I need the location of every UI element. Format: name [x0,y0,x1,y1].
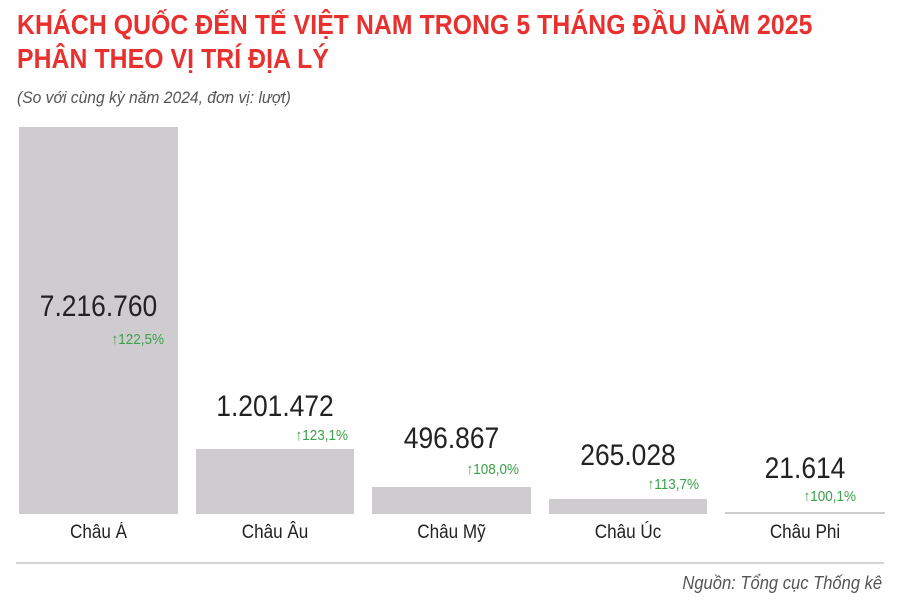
growth-label-chau-phi: ↑100,1% [803,488,856,505]
growth-label-chau-au: ↑123,1% [295,427,348,444]
category-label-chau-au: Châu Âu [241,522,309,543]
value-label-chau-au: 1.201.472 [216,390,334,423]
chart-title: KHÁCH QUỐC ĐẾN TẾ VIỆT NAM TRONG 5 THÁNG… [17,8,812,76]
bar-chau-a [19,127,178,514]
bar-chau-au [196,449,354,514]
value-label-chau-my: 496.867 [403,422,500,455]
value-label-chau-a: 7.216.760 [39,290,158,323]
title-line-1: KHÁCH QUỐC ĐẾN TẾ VIỆT NAM TRONG 5 THÁNG… [17,9,813,40]
category-label-chau-uc: Châu Úc [594,522,662,543]
value-label-chau-uc: 265.028 [580,439,676,472]
category-label-chau-a: Châu Á [69,522,128,543]
bar-chau-phi [725,512,885,514]
source-note: Nguồn: Tổng cục Thống kê [682,573,882,593]
bar-chau-my [372,487,531,514]
value-label-chau-phi: 21.614 [764,452,846,485]
growth-label-chau-my: ↑108,0% [466,461,519,478]
growth-label-chau-a: ↑122,5% [111,331,164,348]
category-label-chau-my: Châu Mỹ [417,522,486,543]
chart-subtitle: (So với cùng kỳ năm 2024, đơn vị: lượt) [17,88,291,107]
title-line-2: PHÂN THEO VỊ TRÍ ĐỊA LÝ [17,43,329,74]
footer-divider [16,562,884,564]
growth-label-chau-uc: ↑113,7% [647,476,699,493]
bar-chau-uc [549,499,707,514]
category-label-chau-phi: Châu Phi [769,522,841,543]
